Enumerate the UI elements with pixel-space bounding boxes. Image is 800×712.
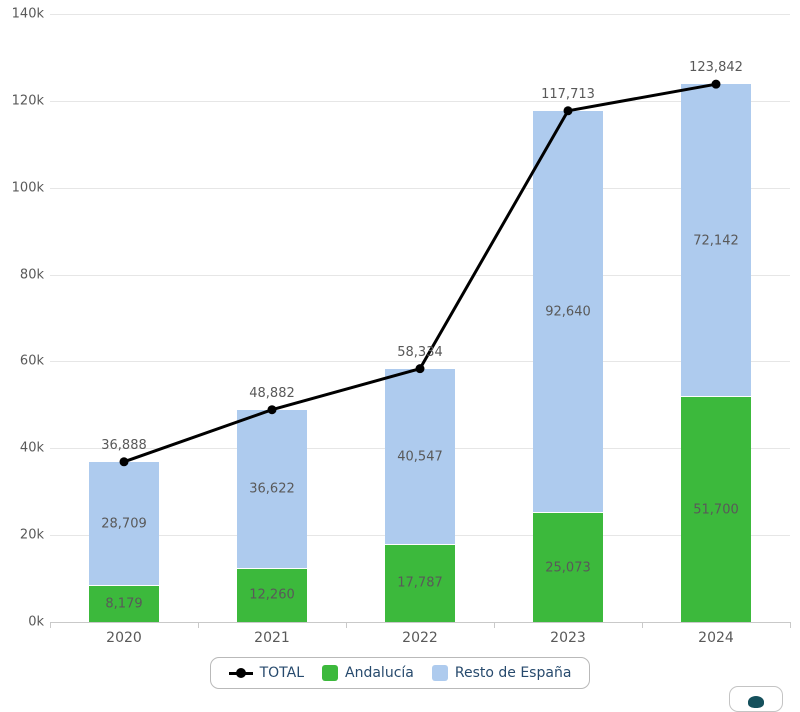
gridline-60k: [50, 361, 790, 363]
ytick-label-120k: 120k: [11, 93, 44, 109]
bar-resto-2020[interactable]: [89, 461, 159, 587]
xtick-label-2021: 2021: [254, 630, 290, 646]
legend-label-andalucia: Andalucía: [345, 665, 414, 681]
ytick-label-60k: 60k: [19, 353, 44, 369]
bar-andalucia-2020[interactable]: [89, 586, 159, 622]
ytick-label-20k: 20k: [19, 527, 44, 543]
gridline-80k: [50, 274, 790, 276]
context-menu-icon: [748, 696, 764, 708]
bar-andalucia-2022[interactable]: [385, 544, 455, 622]
label-total-2022: 58,334: [397, 344, 443, 360]
resto-swatch-icon: [431, 665, 448, 681]
ytick-label-140k: 140k: [11, 6, 44, 22]
label-andalucia-2024: 51,700: [693, 502, 739, 518]
xtick-label-2024: 2024: [698, 630, 734, 646]
bar-andalucia-2021[interactable]: [237, 568, 307, 622]
gridline-120k: [50, 100, 790, 102]
xtick-label-2022: 2022: [402, 630, 438, 646]
xaxis-tick: [198, 622, 199, 628]
xaxis-tick: [494, 622, 495, 628]
legend-item-andalucia[interactable]: Andalucía: [322, 665, 414, 681]
legend-box: TOTAL Andalucía Resto de España: [209, 657, 591, 689]
ytick-label-100k: 100k: [11, 180, 44, 196]
label-andalucia-2020: 8,179: [105, 596, 143, 612]
ytick-label-80k: 80k: [19, 267, 44, 283]
xaxis-tick: [642, 622, 643, 628]
ytick-label-40k: 40k: [19, 440, 44, 456]
xaxis-tick: [346, 622, 347, 628]
legend-item-total[interactable]: TOTAL: [228, 665, 305, 681]
label-total-2021: 48,882: [249, 385, 295, 401]
label-andalucia-2022: 17,787: [397, 575, 443, 591]
label-resto-2022: 40,547: [397, 449, 443, 465]
label-total-2024: 123,842: [689, 60, 743, 76]
gridline-100k: [50, 187, 790, 189]
xaxis-tick: [50, 622, 51, 628]
chart-context-menu-button[interactable]: [729, 686, 783, 712]
label-resto-2020: 28,709: [101, 516, 147, 532]
bar-andalucia-2023[interactable]: [533, 513, 603, 622]
label-resto-2021: 36,622: [249, 481, 295, 497]
legend-item-resto[interactable]: Resto de España: [431, 665, 572, 681]
label-resto-2024: 72,142: [693, 233, 739, 249]
xtick-label-2023: 2023: [550, 630, 586, 646]
gridline-0k: [50, 622, 790, 623]
label-andalucia-2021: 12,260: [249, 587, 295, 603]
label-total-2020: 36,888: [101, 437, 147, 453]
gridline-140k: [50, 14, 790, 15]
label-resto-2023: 92,640: [545, 304, 591, 320]
xtick-label-2020: 2020: [106, 630, 142, 646]
ytick-label-0k: 0k: [28, 614, 44, 630]
total-line-marker-icon: [228, 668, 253, 678]
xaxis-tick: [790, 622, 791, 628]
andalucia-swatch-icon: [322, 665, 339, 681]
label-andalucia-2023: 25,073: [545, 560, 591, 576]
legend: TOTAL Andalucía Resto de España: [0, 657, 800, 689]
legend-label-total: TOTAL: [259, 665, 305, 681]
legend-label-resto: Resto de España: [454, 665, 572, 681]
label-total-2023: 117,713: [541, 86, 595, 102]
